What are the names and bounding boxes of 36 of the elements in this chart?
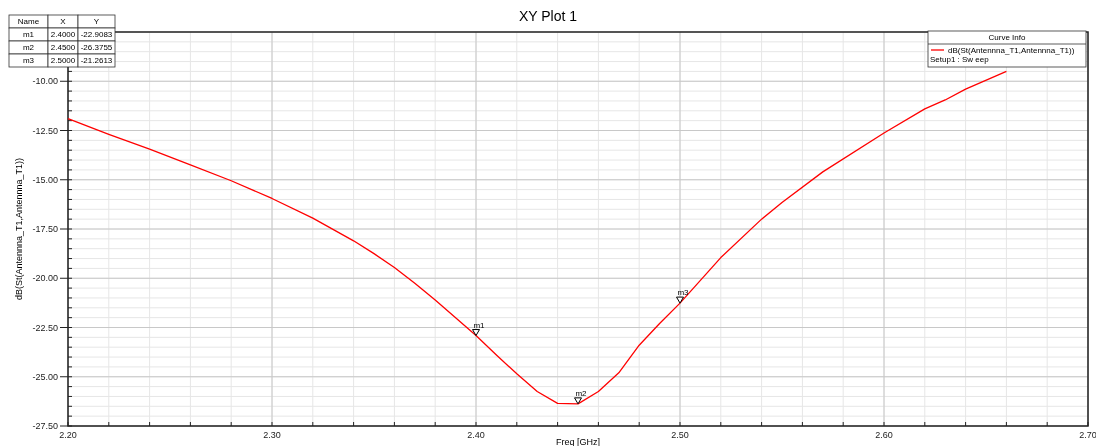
y-tick-label: -27.50 — [32, 421, 58, 432]
y-tick-label: -10.00 — [32, 76, 58, 87]
annotation: 2.5000 — [50, 56, 76, 66]
annotation: -26.3755 — [80, 43, 113, 53]
x-tick-label: 2.20 — [59, 430, 77, 440]
line-series — [67, 70, 1008, 405]
x-tick-label: 2.50 — [671, 430, 689, 440]
text: X — [60, 17, 66, 27]
y-tick-label: -25.00 — [32, 371, 58, 382]
text: m3 — [22, 56, 35, 66]
x-tick-label: 2.70 — [1079, 430, 1096, 440]
x-tick-label: 2.30 — [263, 430, 281, 440]
y-axis-title: dB(St(Antennna_T1,Antennna_T1)) — [14, 157, 24, 301]
text: m1 — [22, 30, 35, 40]
annotation: m1 — [473, 320, 486, 330]
y-tick-label: -20.00 — [32, 273, 58, 284]
annotation: m2 — [575, 388, 588, 398]
text: Name — [17, 17, 40, 27]
annotation: -22.9083 — [80, 30, 113, 40]
y-tick-label: -22.50 — [32, 322, 58, 333]
annotation: -21.2613 — [80, 56, 113, 66]
x-tick-label: 2.40 — [467, 430, 485, 440]
annotation: 2.4500 — [50, 43, 76, 53]
annotation: Setup1 : Sw eep — [930, 54, 990, 64]
y-tick-label: -15.00 — [32, 174, 58, 185]
text: m2 — [22, 43, 35, 53]
legend-label: dB(St(Antennna_T1,Antennna_T1)) — [948, 45, 1075, 55]
x-tick-label: 2.60 — [875, 430, 893, 440]
y-tick-label: -12.50 — [32, 125, 58, 136]
chart-title: XY Plot 1 — [518, 8, 578, 24]
annotation: 2.4000 — [50, 30, 76, 40]
annotation: m3 — [677, 288, 690, 298]
legend-title: Curve Info — [988, 33, 1026, 42]
y-tick-label: -17.50 — [32, 224, 58, 235]
text: Y — [93, 17, 100, 27]
x-axis-title: Freq [GHz] — [555, 437, 601, 446]
